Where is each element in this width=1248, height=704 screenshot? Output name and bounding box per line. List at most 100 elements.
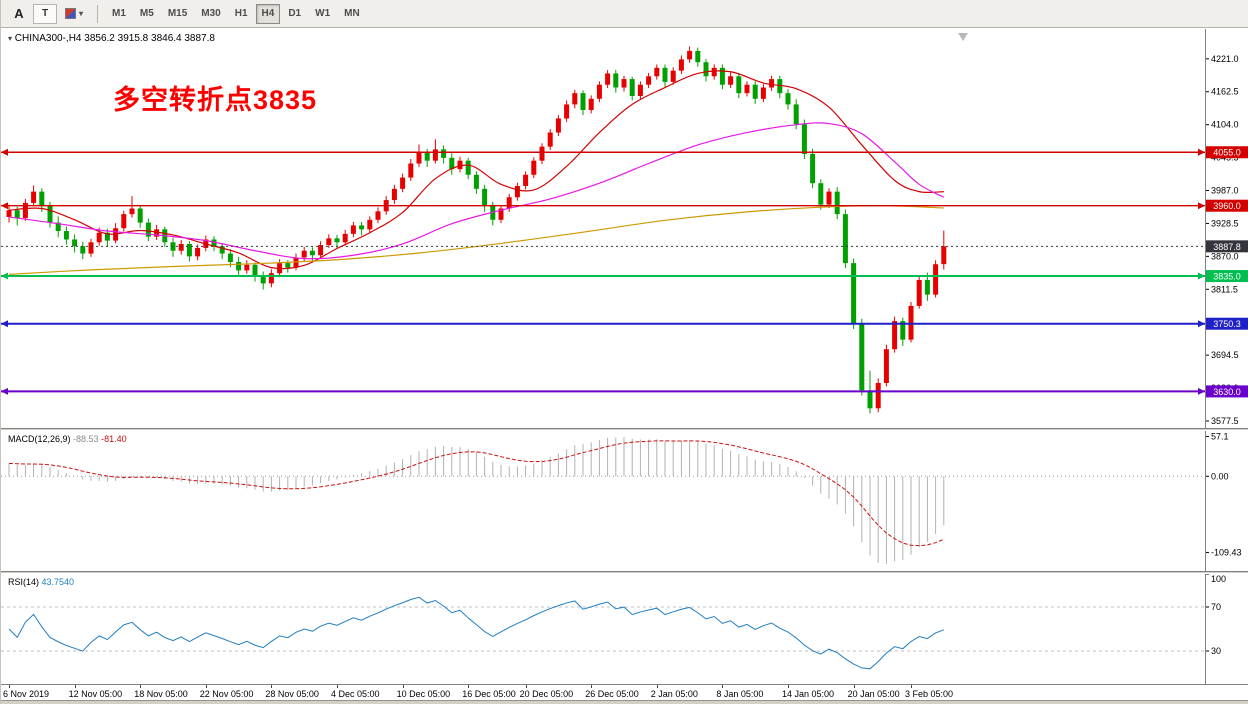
time-label: 2 Jan 05:00 (650, 689, 698, 699)
time-tick (911, 685, 912, 688)
time-tick (853, 685, 855, 688)
price-badge-3835.0: 3835.0 (1206, 270, 1248, 283)
time-label: 8 Jan 05:00 (716, 689, 764, 699)
time-tick (337, 685, 338, 688)
time-tick (468, 685, 470, 688)
ma-line-fast (8, 70, 944, 270)
price-badge-3630.0: 3630.0 (1206, 385, 1248, 398)
timeframe-button-h1[interactable]: H1 (229, 4, 254, 24)
ma-line-medium (8, 122, 945, 260)
time-axis[interactable]: 6 Nov 2019 12 Nov 05:00 18 Nov 05:00 22 Nov… (1, 684, 1248, 700)
dropdown-marker-icon: ▾ (8, 34, 13, 43)
time-tick (788, 685, 789, 688)
rsi-indicator-label: RSI(14) 43.7540 (8, 577, 74, 587)
svg-text:3835.0: 3835.0 (1213, 272, 1241, 282)
svg-text:70: 70 (1211, 602, 1221, 612)
chart-symbol-header: ▾ CHINA300-,H4 3856.2 3915.8 3846.4 3887… (8, 33, 215, 44)
timeframe-button-d1[interactable]: D1 (282, 4, 307, 24)
time-label: 6 Nov 2019 (3, 689, 50, 699)
macd-main-value: -88.53 (73, 434, 99, 444)
panel-separator[interactable] (1, 428, 1248, 431)
svg-text:3870.0: 3870.0 (1211, 251, 1239, 261)
time-tick (271, 685, 273, 688)
timeframe-button-m15[interactable]: M15 (162, 4, 193, 24)
svg-text:3750.3: 3750.3 (1213, 319, 1241, 329)
time-tick (525, 685, 527, 688)
current-price-badge: 3887.8 (1206, 240, 1248, 253)
svg-text:4221.0: 4221.0 (1211, 54, 1239, 64)
time-tick (591, 685, 593, 688)
time-tick (402, 685, 404, 688)
svg-text:3887.8: 3887.8 (1213, 242, 1241, 252)
hline-3960.0[interactable] (1, 202, 1205, 210)
panel-separator[interactable] (1, 571, 1248, 574)
chart-shift-marker (958, 33, 968, 41)
time-label: 14 Jan 05:00 (782, 689, 835, 699)
timeframe-button-m30[interactable]: M30 (195, 4, 226, 24)
macd-signal-value: -81.40 (101, 434, 127, 444)
time-tick (74, 685, 76, 688)
rsi-value: 43.7540 (41, 577, 75, 587)
price-badge-4055.0: 4055.0 (1206, 146, 1248, 159)
svg-text:3811.5: 3811.5 (1211, 284, 1238, 294)
time-label: 12 Nov 05:00 (68, 689, 123, 699)
svg-text:3630.0: 3630.0 (1213, 387, 1241, 397)
svg-text:3577.5: 3577.5 (1211, 416, 1239, 426)
time-label: 22 Nov 05:00 (199, 689, 254, 699)
hline-4055.0[interactable] (1, 148, 1205, 156)
time-tick (656, 685, 658, 688)
svg-text:0.00: 0.00 (1211, 471, 1229, 481)
colors-dropdown-button[interactable]: ▾ (59, 4, 89, 24)
macd-name: MACD(12,26,9) (8, 434, 71, 444)
time-tick (9, 685, 10, 688)
text-label-tool-button[interactable]: T (33, 3, 57, 24)
time-label: 10 Dec 05:00 (396, 689, 451, 699)
chart-annotation[interactable]: 多空转折点3835 (113, 85, 318, 115)
hline-3750.3[interactable] (1, 320, 1205, 328)
time-tick (205, 685, 207, 688)
main-chart[interactable]: 4221.04162.54104.04045.53987.03928.53870… (1, 29, 1248, 428)
svg-text:-109.43: -109.43 (1211, 547, 1242, 557)
timeframe-button-m5[interactable]: M5 (134, 4, 160, 24)
svg-text:100: 100 (1211, 574, 1226, 584)
timeframe-button-w1[interactable]: W1 (309, 4, 336, 24)
svg-text:57.1: 57.1 (1211, 432, 1229, 442)
price-badge-3960.0: 3960.0 (1206, 199, 1248, 212)
time-label: 16 Dec 05:00 (462, 689, 516, 699)
palette-icon (65, 8, 76, 19)
rsi-panel[interactable]: 100 70 30 (1, 574, 1248, 684)
chart-tabs-strip (1, 700, 1248, 704)
svg-text:3928.5: 3928.5 (1211, 218, 1239, 228)
time-label: 3 Feb 05:00 (905, 689, 954, 699)
svg-text:4055.0: 4055.0 (1213, 148, 1241, 158)
time-label: 20 Dec 05:00 (519, 689, 574, 699)
symbol-label: CHINA300-,H4 (14, 33, 82, 44)
timeframe-button-m1[interactable]: M1 (106, 4, 132, 24)
price-badge-3750.3: 3750.3 (1206, 317, 1248, 330)
time-label: 18 Nov 05:00 (134, 689, 188, 699)
svg-text:4162.5: 4162.5 (1211, 87, 1239, 97)
rsi-line (8, 596, 944, 670)
main-price-scale[interactable]: 4221.04162.54104.04045.53987.03928.53870… (1205, 54, 1239, 426)
rsi-scale[interactable]: 100 70 30 (1205, 574, 1226, 656)
svg-text:3694.5: 3694.5 (1211, 350, 1239, 360)
toolbar: A T ▾ M1 M5 M15 M30 H1 H4 D1 W1 MN (1, 0, 1248, 28)
timeframe-button-mn[interactable]: MN (338, 4, 366, 24)
time-label: 20 Jan 05:00 (847, 689, 900, 699)
time-label: 26 Dec 05:00 (585, 689, 639, 699)
macd-panel[interactable]: 57.1 0.00 -109.43 (1, 431, 1248, 571)
arrow-label-tool-button[interactable]: A (7, 4, 31, 24)
time-label: 28 Nov 05:00 (265, 689, 319, 699)
hline-3835.0[interactable] (1, 272, 1205, 280)
timeframe-button-h4[interactable]: H4 (255, 3, 281, 24)
macd-histogram (8, 437, 945, 565)
svg-text:3960.0: 3960.0 (1213, 201, 1241, 211)
hline-3630.0[interactable] (1, 387, 1205, 395)
svg-text:3987.0: 3987.0 (1211, 186, 1239, 196)
ma-line-slow (8, 205, 944, 275)
macd-scale[interactable]: 57.1 0.00 -109.43 (1205, 432, 1242, 558)
time-tick (722, 685, 724, 688)
toolbar-separator (97, 4, 99, 23)
ohlc-values: 3856.2 3915.8 3846.4 3887.8 (84, 33, 215, 44)
